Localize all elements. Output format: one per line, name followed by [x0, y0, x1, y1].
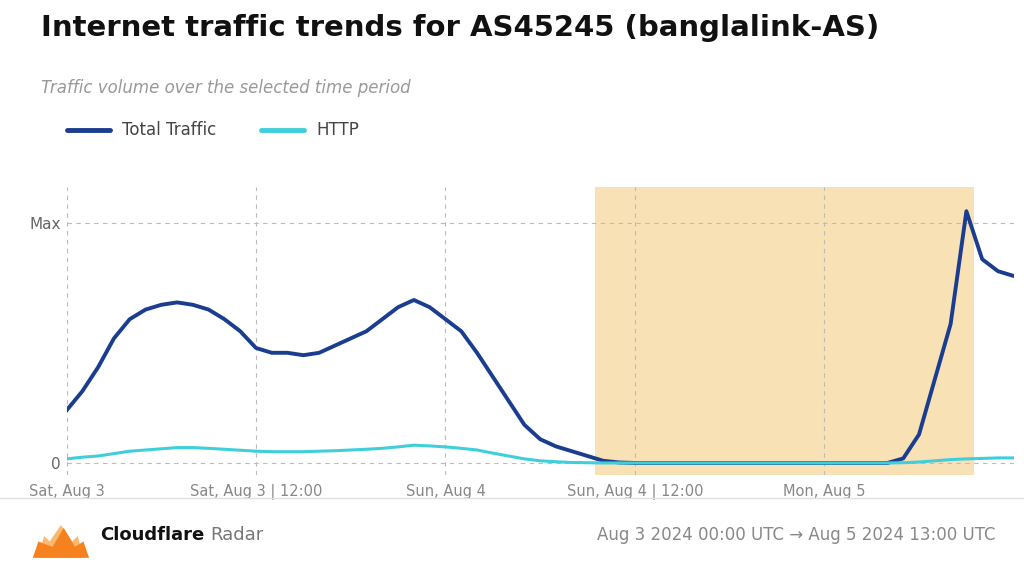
Text: Cloudflare: Cloudflare: [100, 525, 205, 544]
Polygon shape: [33, 528, 89, 558]
Text: Internet traffic trends for AS45245 (banglalink-AS): Internet traffic trends for AS45245 (ban…: [41, 14, 880, 43]
Text: Total Traffic: Total Traffic: [122, 120, 216, 139]
Text: Traffic volume over the selected time period: Traffic volume over the selected time pe…: [41, 79, 411, 97]
Bar: [595, 187, 974, 475]
Text: Aug 3 2024 00:00 UTC → Aug 5 2024 13:00 UTC: Aug 3 2024 00:00 UTC → Aug 5 2024 13:00 …: [597, 525, 995, 544]
Polygon shape: [39, 525, 83, 558]
Text: HTTP: HTTP: [316, 120, 359, 139]
Text: Radar: Radar: [210, 525, 263, 544]
